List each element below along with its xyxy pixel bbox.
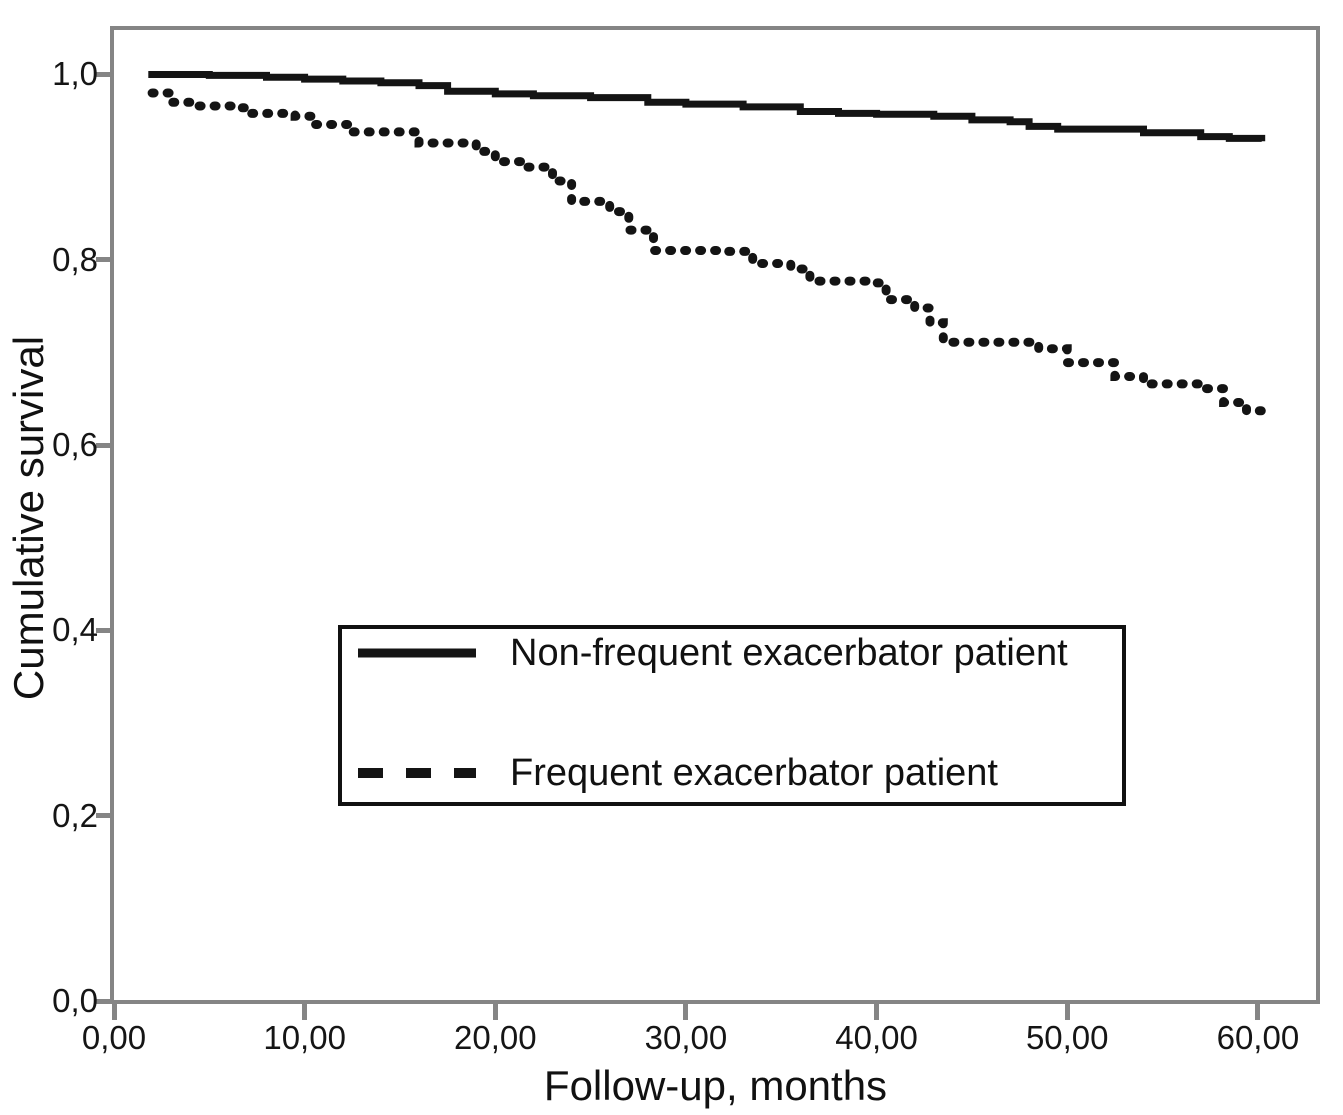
x-axis-tick-label: 20,00 (454, 1019, 537, 1056)
x-axis-tick-mark (683, 1004, 689, 1020)
y-axis-tick-label: 0,8 (52, 240, 98, 278)
x-axis-tick-label: 0,00 (81, 1019, 147, 1056)
legend-label-nonfrequent: Non-frequent exacerbator patient (510, 631, 1068, 674)
y-axis-tick-mark (96, 813, 110, 819)
x-axis-tick-mark (874, 1004, 880, 1020)
x-axis-tick-mark (302, 1004, 308, 1020)
y-axis-tick-mark (96, 71, 110, 77)
survival-curves-plot (147, 71, 1267, 427)
solid-line-swatch-icon (358, 648, 476, 658)
y-axis-tick-mark (96, 442, 110, 448)
x-axis-tick-label: 60,00 (1216, 1019, 1300, 1056)
y-axis-title: Cumulative survival (5, 335, 52, 701)
dashed-line-swatch-icon (358, 768, 476, 778)
plot-frame (110, 26, 1320, 1004)
x-axis-tick-mark (492, 1004, 498, 1020)
y-axis-tick-label: 1,0 (52, 55, 98, 93)
y-axis-tick-label: 0,0 (52, 982, 98, 1019)
x-axis-tick-label: 10,00 (263, 1019, 346, 1056)
frequent-survival-curve (147, 88, 1267, 427)
x-axis-tick-mark (111, 1004, 117, 1020)
y-axis-tick-label: 0,4 (52, 611, 98, 649)
legend-box: Non-frequent exacerbator patient Frequen… (338, 625, 1126, 806)
y-axis-tick-mark (96, 627, 110, 633)
legend-label-frequent: Frequent exacerbator patient (510, 751, 998, 794)
legend-entry-nonfrequent: Non-frequent exacerbator patient (356, 631, 1112, 675)
x-axis-tick-label: 30,00 (644, 1019, 728, 1056)
x-axis-tick-label: 50,00 (1025, 1019, 1109, 1056)
y-axis-tick-mark (96, 257, 110, 263)
x-axis-title: Follow-up, months (543, 1062, 888, 1109)
legend-entry-frequent: Frequent exacerbator patient (356, 751, 1112, 795)
x-axis-tick-label: 40,00 (835, 1019, 918, 1056)
y-axis-tick-label: 0,6 (52, 426, 98, 464)
nonfrequent-survival-curve (148, 71, 1266, 142)
y-axis-tick-label: 0,2 (52, 796, 98, 834)
y-axis-tick-mark (96, 998, 110, 1004)
x-axis-tick-mark (1064, 1004, 1070, 1020)
x-axis-tick-mark (1255, 1004, 1261, 1020)
